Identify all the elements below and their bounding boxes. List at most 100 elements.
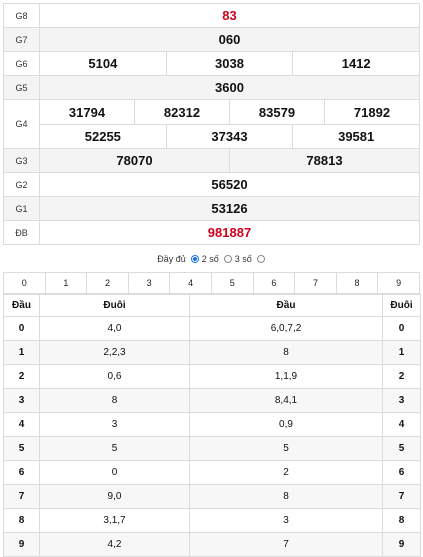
prize-label: G4: [3, 99, 40, 149]
row-digit: 5: [382, 436, 421, 461]
head-digits: 7: [189, 532, 383, 557]
prize-number: 83: [39, 3, 420, 28]
digit-button[interactable]: 9: [377, 273, 419, 293]
display-options: Đầy đủ 2 số 3 số: [3, 245, 420, 272]
header-head: Đầu: [3, 294, 40, 317]
head-digits: 1,1,9: [189, 364, 383, 389]
prize-row-db: ĐB 981887: [3, 220, 420, 245]
prize-row-g5: G5 3600: [3, 75, 420, 100]
table-row: 4 3 0,9 4: [3, 412, 421, 437]
digit-button[interactable]: 6: [252, 273, 295, 293]
results-container: G8 83 G7 060 G6 5104 3038 1412 G5 3600 G…: [3, 3, 421, 557]
header-head: Đầu: [189, 294, 383, 317]
prize-number: 52255: [84, 129, 121, 144]
prize-table: G8 83 G7 060 G6 5104 3038 1412 G5 3600 G…: [3, 3, 420, 245]
prize-number: 78813: [229, 149, 419, 172]
radio-two-digits[interactable]: [190, 254, 199, 263]
prize-number: 83579: [229, 100, 324, 124]
prize-number: 3038: [165, 52, 293, 75]
prize-label: G2: [3, 172, 40, 197]
row-digit: 9: [3, 532, 40, 557]
head-digits: 8: [189, 484, 383, 509]
head-digits: 2: [189, 460, 383, 485]
digit-button[interactable]: 3: [127, 273, 170, 293]
tail-digits: 9,0: [39, 484, 190, 509]
prize-number-special: 981887: [39, 220, 420, 245]
row-digit: 6: [3, 460, 40, 485]
tail-digits: 5: [39, 436, 190, 461]
prize-number: 53126: [39, 196, 420, 221]
digit-button[interactable]: 7: [294, 273, 336, 293]
digit-button[interactable]: 0: [21, 278, 27, 288]
prize-number: 5104: [88, 56, 118, 71]
prize-number: 78070: [116, 153, 153, 168]
table-row: 8 3,1,7 3 8: [3, 508, 421, 533]
prize-label: G5: [3, 75, 40, 100]
header-tail: Đuôi: [39, 294, 190, 317]
prize-row-g6: G6 5104 3038 1412: [3, 51, 420, 76]
option-full-label[interactable]: Đầy đủ: [157, 253, 186, 264]
table-row: 2 0,6 1,1,9 2: [3, 364, 421, 389]
prize-label: G3: [3, 148, 40, 173]
prize-row-g4: G4 31794 82312 83579 71892 52255 37343 3…: [3, 99, 420, 149]
digit-button[interactable]: 5: [210, 273, 253, 293]
prize-number: 56520: [39, 172, 420, 197]
prize-label: G7: [3, 27, 40, 52]
table-row: 0 4,0 6,0,7,2 0: [3, 316, 421, 341]
tail-digits: 3,1,7: [39, 508, 190, 533]
table-row: 1 2,2,3 8 1: [3, 340, 421, 365]
prize-number: 31794: [68, 104, 106, 120]
head-digits: 0,9: [189, 412, 383, 437]
option-two-label[interactable]: 2 số: [201, 253, 219, 264]
row-digit: 3: [3, 388, 40, 413]
digit-button[interactable]: 8: [335, 273, 378, 293]
row-digit: 0: [382, 316, 421, 341]
row-digit: 3: [382, 388, 421, 413]
prize-number: 3600: [39, 75, 420, 100]
digit-button[interactable]: 2: [86, 273, 128, 293]
tail-digits: 4,0: [39, 316, 190, 341]
prize-row-g7: G7 060: [3, 27, 420, 52]
row-digit: 8: [382, 508, 421, 533]
prize-label: G8: [3, 3, 40, 28]
row-digit: 8: [3, 508, 40, 533]
row-digit: 6: [382, 460, 421, 485]
prize-row-g3: G3 78070 78813: [3, 148, 420, 173]
row-digit: 2: [3, 364, 40, 389]
row-digit: 4: [382, 412, 421, 437]
head-digits: 6,0,7,2: [189, 316, 383, 341]
radio-extra[interactable]: [256, 254, 265, 263]
row-digit: 2: [382, 364, 421, 389]
prize-number: 37343: [165, 125, 293, 148]
head-tail-table: Đầu Đuôi Đầu Đuôi 0 4,0 6,0,7,2 0 1 2,2,3 8 1 2 0…: [3, 294, 421, 557]
head-digits: 5: [189, 436, 383, 461]
prize-number: 39581: [292, 125, 419, 148]
prize-label: ĐB: [3, 220, 40, 245]
row-digit: 1: [382, 340, 421, 365]
prize-number: 71892: [324, 100, 419, 124]
table-row: 3 8 8,4,1 3: [3, 388, 421, 413]
tail-digits: 0,6: [39, 364, 190, 389]
prize-number: 060: [39, 27, 420, 52]
table-row: 7 9,0 8 7: [3, 484, 421, 509]
head-digits: 3: [189, 508, 383, 533]
digit-button[interactable]: 1: [44, 273, 87, 293]
tail-digits: 4,2: [39, 532, 190, 557]
tail-digits: 0: [39, 460, 190, 485]
row-digit: 7: [3, 484, 40, 509]
prize-number: 82312: [134, 100, 229, 124]
radio-three-digits[interactable]: [223, 254, 232, 263]
header-tail: Đuôi: [382, 294, 421, 317]
row-digit: 1: [3, 340, 40, 365]
row-digit: 9: [382, 532, 421, 557]
head-digits: 8,4,1: [189, 388, 383, 413]
prize-row-g2: G2 56520: [3, 172, 420, 197]
option-three-label[interactable]: 3 số: [234, 253, 252, 264]
prize-number: 1412: [292, 52, 419, 75]
prize-label: G1: [3, 196, 40, 221]
prize-row-g8: G8 83: [3, 3, 420, 28]
digit-button[interactable]: 4: [169, 273, 211, 293]
row-digit: 5: [3, 436, 40, 461]
